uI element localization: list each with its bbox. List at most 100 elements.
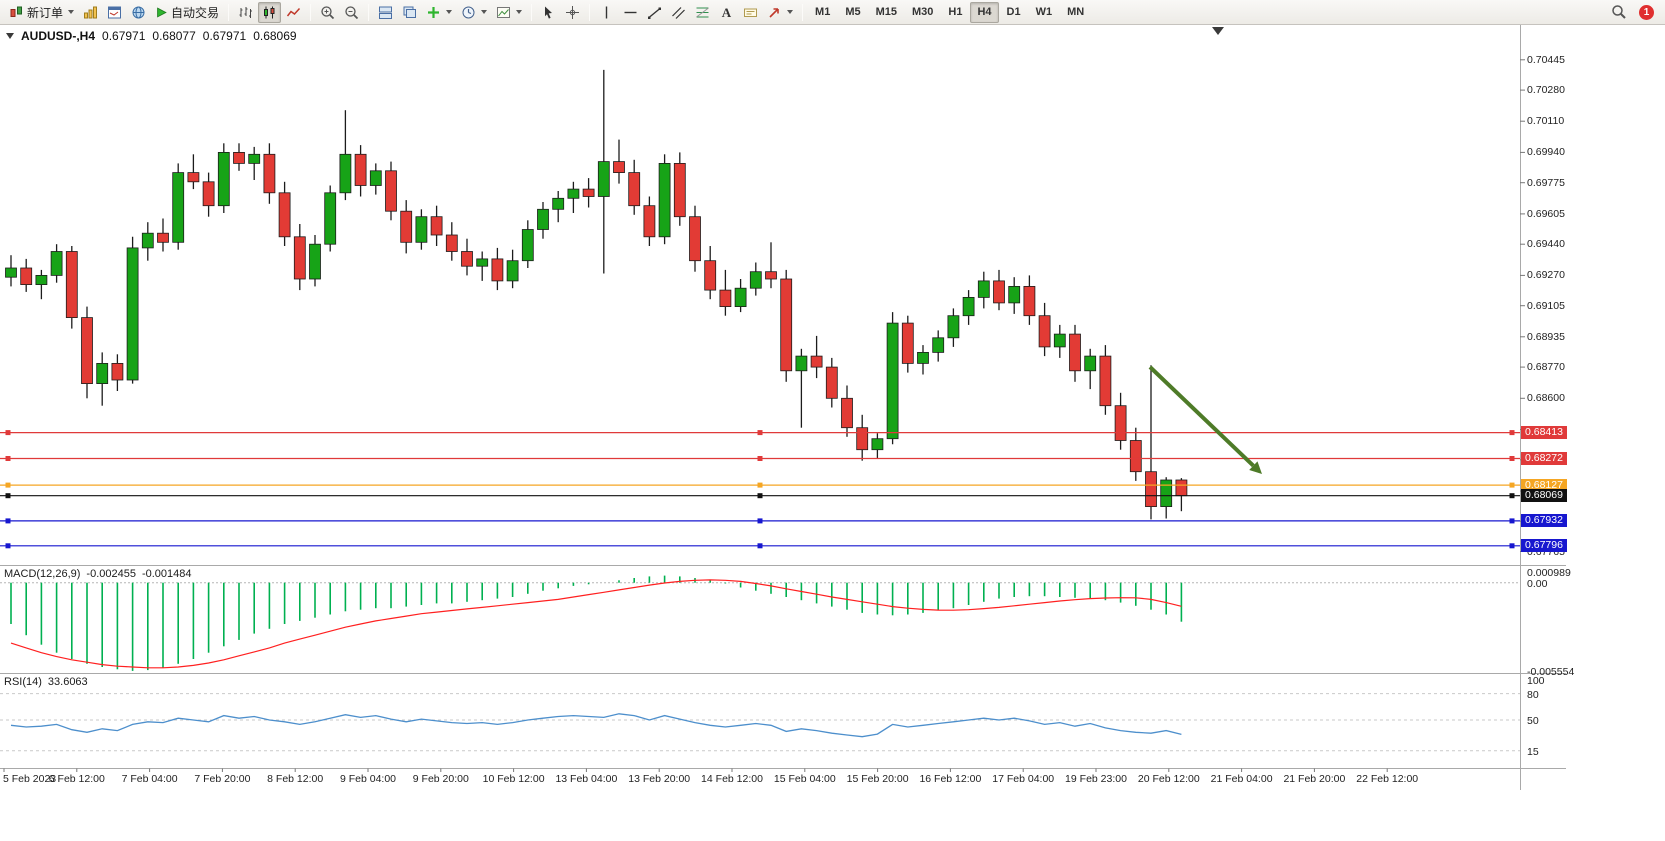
horizontal-line-icon bbox=[624, 11, 637, 13]
candle-body bbox=[704, 260, 717, 291]
support-blue-upper-handle[interactable] bbox=[5, 518, 11, 524]
charts-button[interactable] bbox=[79, 2, 102, 23]
trendline-icon bbox=[648, 7, 662, 19]
search-button[interactable] bbox=[1607, 2, 1631, 23]
resistance-red-lower-handle[interactable] bbox=[757, 456, 763, 461]
notification-badge[interactable]: 1 bbox=[1639, 4, 1654, 20]
orange-level-handle[interactable] bbox=[5, 482, 11, 488]
zoom-in-button[interactable] bbox=[316, 2, 339, 23]
resistance-red-lower-handle[interactable] bbox=[1509, 456, 1515, 461]
auto-trading-button[interactable]: 自动交易 bbox=[151, 2, 223, 23]
chevron-down-icon bbox=[68, 10, 75, 14]
zoom-out-button[interactable] bbox=[340, 2, 363, 23]
resistance-red-upper-handle[interactable] bbox=[757, 430, 763, 436]
candlesticks[interactable] bbox=[5, 69, 1188, 520]
support-blue-upper-handle[interactable] bbox=[757, 518, 763, 524]
current-price-handle[interactable] bbox=[5, 493, 11, 499]
candle-body bbox=[1038, 315, 1051, 348]
candle-body bbox=[354, 153, 367, 186]
candle-body bbox=[567, 188, 580, 199]
axis-tick-marks bbox=[3, 59, 1525, 772]
timeframe-button-d1[interactable]: D1 bbox=[1000, 2, 1028, 23]
vertical-line-button[interactable] bbox=[595, 2, 618, 23]
crosshair-button[interactable] bbox=[561, 2, 584, 23]
timeframe-button-w1[interactable]: W1 bbox=[1029, 2, 1060, 23]
rsi-panel[interactable] bbox=[0, 693, 1520, 752]
navigator-button[interactable] bbox=[127, 2, 150, 23]
label-button[interactable] bbox=[739, 2, 762, 23]
current-price-handle[interactable] bbox=[757, 493, 763, 499]
fibonacci-button[interactable] bbox=[691, 2, 714, 23]
bar-chart-button[interactable] bbox=[234, 2, 257, 23]
horizontal-line-button[interactable] bbox=[619, 2, 642, 23]
periods-button[interactable] bbox=[457, 2, 491, 23]
toolbar-separator bbox=[310, 3, 312, 21]
cascade-windows-button[interactable] bbox=[398, 2, 421, 23]
auto-trading-label: 自动交易 bbox=[171, 5, 220, 20]
candle-body bbox=[780, 278, 793, 372]
orange-level-handle[interactable] bbox=[1509, 482, 1515, 488]
text-icon: A bbox=[722, 5, 732, 20]
candle-body bbox=[339, 153, 352, 194]
candle-body bbox=[172, 172, 185, 243]
candle-body bbox=[871, 438, 884, 451]
orange-level-handle[interactable] bbox=[757, 482, 763, 488]
timeframe-button-m5[interactable]: M5 bbox=[838, 2, 867, 23]
candle-body bbox=[157, 232, 169, 243]
trendline-button[interactable] bbox=[643, 2, 666, 23]
candle-body bbox=[749, 271, 762, 289]
current-price-handle[interactable] bbox=[1509, 493, 1515, 499]
new-order-label: 新订单 bbox=[27, 5, 64, 20]
support-blue-upper-handle[interactable] bbox=[1509, 518, 1515, 524]
toolbar-separator bbox=[589, 3, 591, 21]
line-chart-button[interactable] bbox=[282, 2, 305, 23]
timeframe-button-m1[interactable]: M1 bbox=[808, 2, 837, 23]
resistance-red-lower-handle[interactable] bbox=[5, 456, 11, 461]
charts-icon bbox=[84, 6, 98, 18]
chart-shift-marker-icon[interactable] bbox=[1212, 27, 1224, 35]
timeframe-button-h1[interactable]: H1 bbox=[941, 2, 969, 23]
arrows-button[interactable] bbox=[763, 2, 797, 23]
candle-body bbox=[278, 192, 291, 238]
text-label-icon bbox=[744, 8, 758, 17]
candle-body bbox=[111, 362, 124, 381]
support-blue-lower-handle[interactable] bbox=[5, 543, 11, 549]
candle-body bbox=[613, 161, 625, 174]
timeframe-button-h4[interactable]: H4 bbox=[970, 1, 999, 23]
plus-icon bbox=[428, 6, 440, 18]
candle-body bbox=[1160, 479, 1173, 508]
text-button[interactable]: A bbox=[715, 2, 738, 23]
new-order-button[interactable]: 新订单 bbox=[5, 2, 78, 23]
candle-body bbox=[141, 232, 154, 249]
candle-body bbox=[825, 366, 838, 399]
candlestick-chart-button[interactable] bbox=[258, 1, 282, 23]
resistance-red-upper-handle[interactable] bbox=[1509, 430, 1515, 436]
candle-body bbox=[1053, 333, 1066, 348]
support-blue-lower-handle[interactable] bbox=[1509, 543, 1515, 549]
candle-body bbox=[947, 315, 960, 339]
resistance-red-upper-handle[interactable] bbox=[5, 430, 11, 436]
support-blue-lower-handle[interactable] bbox=[757, 543, 763, 549]
macd-panel[interactable] bbox=[0, 575, 1520, 671]
play-icon bbox=[157, 6, 167, 18]
candle-body bbox=[917, 351, 929, 364]
new-chart-button[interactable] bbox=[422, 2, 456, 23]
candle-body bbox=[126, 247, 139, 381]
bar-chart-icon bbox=[239, 6, 253, 18]
candle-body bbox=[1145, 471, 1157, 508]
timeframe-button-m30[interactable]: M30 bbox=[905, 2, 940, 23]
templates-button[interactable] bbox=[492, 2, 526, 23]
price-lines[interactable] bbox=[0, 430, 1520, 549]
timeframe-button-mn[interactable]: MN bbox=[1060, 2, 1091, 23]
candle-body bbox=[1023, 285, 1036, 317]
trend-arrow-annotation[interactable] bbox=[1148, 365, 1262, 474]
candle-body bbox=[719, 289, 732, 308]
timeframe-button-m15[interactable]: M15 bbox=[869, 2, 904, 23]
candle-body bbox=[993, 280, 1005, 304]
cursor-button[interactable] bbox=[537, 2, 560, 23]
channel-button[interactable] bbox=[667, 2, 690, 23]
arrow-shape-icon bbox=[769, 7, 779, 18]
tile-windows-button[interactable] bbox=[374, 2, 397, 23]
market-watch-button[interactable] bbox=[103, 2, 126, 23]
